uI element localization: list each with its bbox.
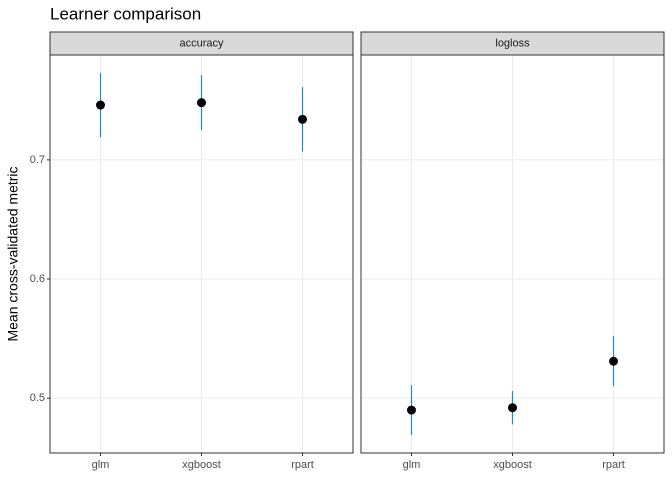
x-tick-label: rpart	[602, 459, 625, 471]
x-tick-label: xgboost	[182, 459, 221, 471]
x-tick-label: glm	[92, 459, 110, 471]
point	[609, 356, 618, 366]
x-tick-label: rpart	[291, 459, 314, 471]
y-axis-label: Mean cross-validated metric	[5, 166, 21, 341]
y-tick-label: 0.6	[30, 273, 45, 285]
x-tick-label: xgboost	[493, 459, 532, 471]
chart-title: Learner comparison	[50, 4, 201, 23]
x-tick-label: glm	[403, 459, 421, 471]
strip	[360, 31, 665, 56]
point	[298, 114, 307, 124]
y-tick-label: 0.5	[30, 392, 45, 404]
strip-label: accuracy	[179, 37, 224, 49]
point	[407, 405, 416, 415]
point	[96, 100, 105, 110]
y-tick-label: 0.7	[30, 154, 45, 166]
point	[197, 98, 206, 108]
point	[508, 403, 517, 413]
strip-label: logloss	[495, 37, 530, 49]
strip	[49, 31, 354, 56]
